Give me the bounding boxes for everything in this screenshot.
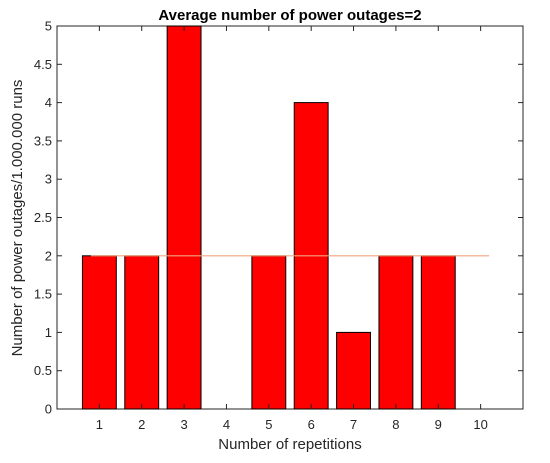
bar-8 [378, 255, 414, 410]
bar-7 [336, 331, 371, 410]
x-tick-label: 2 [138, 417, 145, 432]
bar-9 [420, 255, 456, 410]
y-axis-label: Number of power outages/1.000.000 runs [9, 80, 26, 357]
y-tick-label: 4 [45, 95, 52, 110]
x-tick-label: 7 [350, 417, 357, 432]
x-tick-label: 5 [265, 417, 272, 432]
bar-5 [251, 255, 287, 410]
y-tick-label: 1 [45, 325, 52, 340]
y-axis-ticks: 0 0.5 1 1.5 2 2.5 3 3.5 4 4.5 5 [34, 19, 523, 417]
x-tick-label: 8 [392, 417, 399, 432]
bar-2 [124, 255, 160, 410]
x-tick-label: 3 [180, 417, 187, 432]
y-tick-label: 3.5 [34, 133, 52, 148]
y-tick-label: 4.5 [34, 57, 52, 72]
y-tick-label: 0 [45, 402, 52, 417]
x-tick-label: 4 [223, 417, 230, 432]
chart-title: Average number of power outages=2 [158, 7, 421, 24]
y-tick-label: 2 [45, 248, 52, 263]
y-tick-label: 1.5 [34, 287, 52, 302]
x-tick-label: 9 [435, 417, 442, 432]
bar-1 [81, 255, 117, 410]
x-axis-label: Number of repetitions [218, 436, 361, 453]
x-tick-label: 6 [308, 417, 315, 432]
y-tick-label: 0.5 [34, 363, 52, 378]
y-tick-label: 5 [45, 19, 52, 34]
bar-3 [166, 25, 202, 410]
y-tick-label: 3 [45, 172, 52, 187]
x-axis-ticks: 1 2 3 4 5 6 7 8 9 10 [96, 26, 488, 432]
y-tick-label: 2.5 [34, 210, 52, 225]
x-tick-label: 10 [473, 417, 487, 432]
x-tick-label: 1 [96, 417, 103, 432]
bars-group [81, 25, 456, 410]
